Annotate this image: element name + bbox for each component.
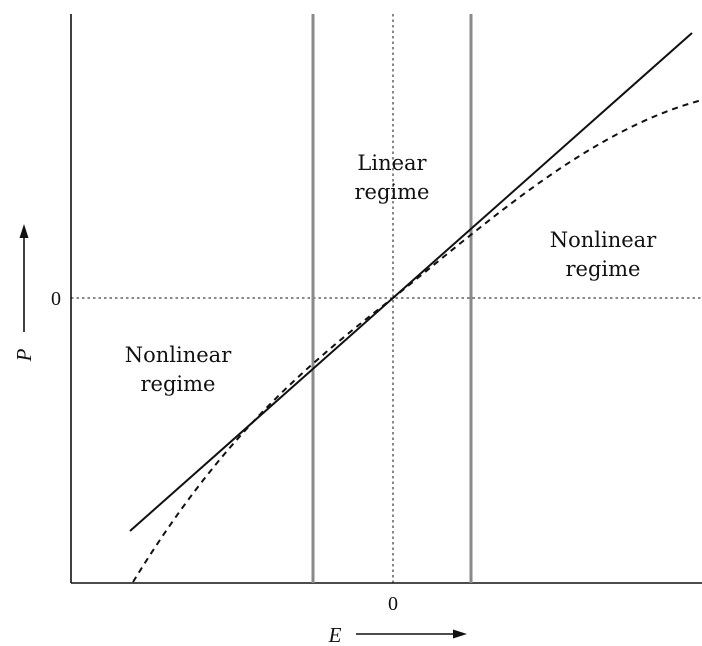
linear-regime-label-line1: Linear [357,151,427,175]
nonlinear-right-label-line2: regime [566,257,641,281]
nonlinear-left-label-line2: regime [141,372,216,396]
linear-response-line [129,32,693,532]
linear-regime-label-line2: regime [355,180,430,204]
x-arrow-head-icon [453,629,467,639]
x-axis-symbol: E [328,623,342,646]
nonlinear-left-label-line1: Nonlinear [125,343,232,367]
nonlinear-right-label-line1: Nonlinear [550,228,657,252]
x-zero-label: 0 [388,593,398,615]
y-zero-label: 0 [51,288,61,310]
nonlinear-response-curve [132,99,702,583]
y-arrow-head-icon [19,224,29,238]
y-axis-symbol: P [12,348,36,362]
